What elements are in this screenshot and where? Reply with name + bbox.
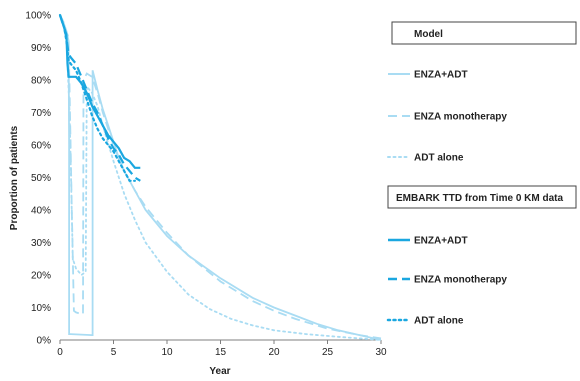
y-tick-label: 0% (37, 336, 52, 347)
x-axis-title: Year (209, 366, 230, 377)
legend-label-model_enza_mono: ENZA monotherapy (414, 112, 507, 123)
y-axis-title: Proportion of patients (9, 125, 20, 230)
legend: Model ENZA+ADT ENZA monotherapy ADT alone EM… (386, 21, 577, 327)
y-tick-label: 80% (31, 76, 51, 87)
y-tick-label: 100% (25, 11, 51, 22)
plot-lines (58, 13, 382, 341)
legend-header-box (391, 21, 577, 45)
y-tick-label: 90% (31, 43, 51, 54)
legend-label-km_enza_adt: ENZA+ADT (414, 236, 468, 247)
legend-label-model_enza_adt: ENZA+ADT (414, 70, 468, 81)
y-tick-label: 60% (31, 141, 51, 152)
series-model_enza_mono (59, 14, 382, 340)
y-tick-label: 50% (31, 173, 51, 184)
x-tick-label: 10 (161, 347, 173, 358)
series-model_enza_adt (59, 14, 382, 341)
plot-axes: 0 5 10 15 20 25 30 0% 10% 20% 30% 40% 50% 60% 70% 80% 90… (25, 11, 387, 359)
y-tick-label: 70% (31, 108, 51, 119)
x-tick-label: 0 (57, 347, 63, 358)
legend-label-model_adt: ADT alone (414, 153, 464, 164)
legend-label-km_enza_mono: ENZA monotherapy (414, 275, 507, 286)
legend-header-label: Model (414, 29, 443, 40)
series-km_enza_adt (58, 14, 141, 169)
x-tick-label: 30 (375, 347, 387, 358)
legend-header-label: EMBARK TTD from Time 0 KM data (396, 193, 563, 204)
x-tick-label: 20 (268, 347, 280, 358)
x-tick-label: 25 (322, 347, 334, 358)
x-tick-label: 5 (111, 347, 117, 358)
y-tick-label: 40% (31, 206, 51, 217)
y-tick-label: 20% (31, 271, 51, 282)
legend-header-box (387, 185, 577, 209)
y-tick-label: 30% (31, 238, 51, 249)
x-tick-label: 15 (215, 347, 227, 358)
legend-label-km_adt: ADT alone (414, 316, 464, 327)
series-km_adt (58, 13, 136, 182)
series-model_adt (59, 14, 382, 341)
y-tick-label: 10% (31, 303, 51, 314)
